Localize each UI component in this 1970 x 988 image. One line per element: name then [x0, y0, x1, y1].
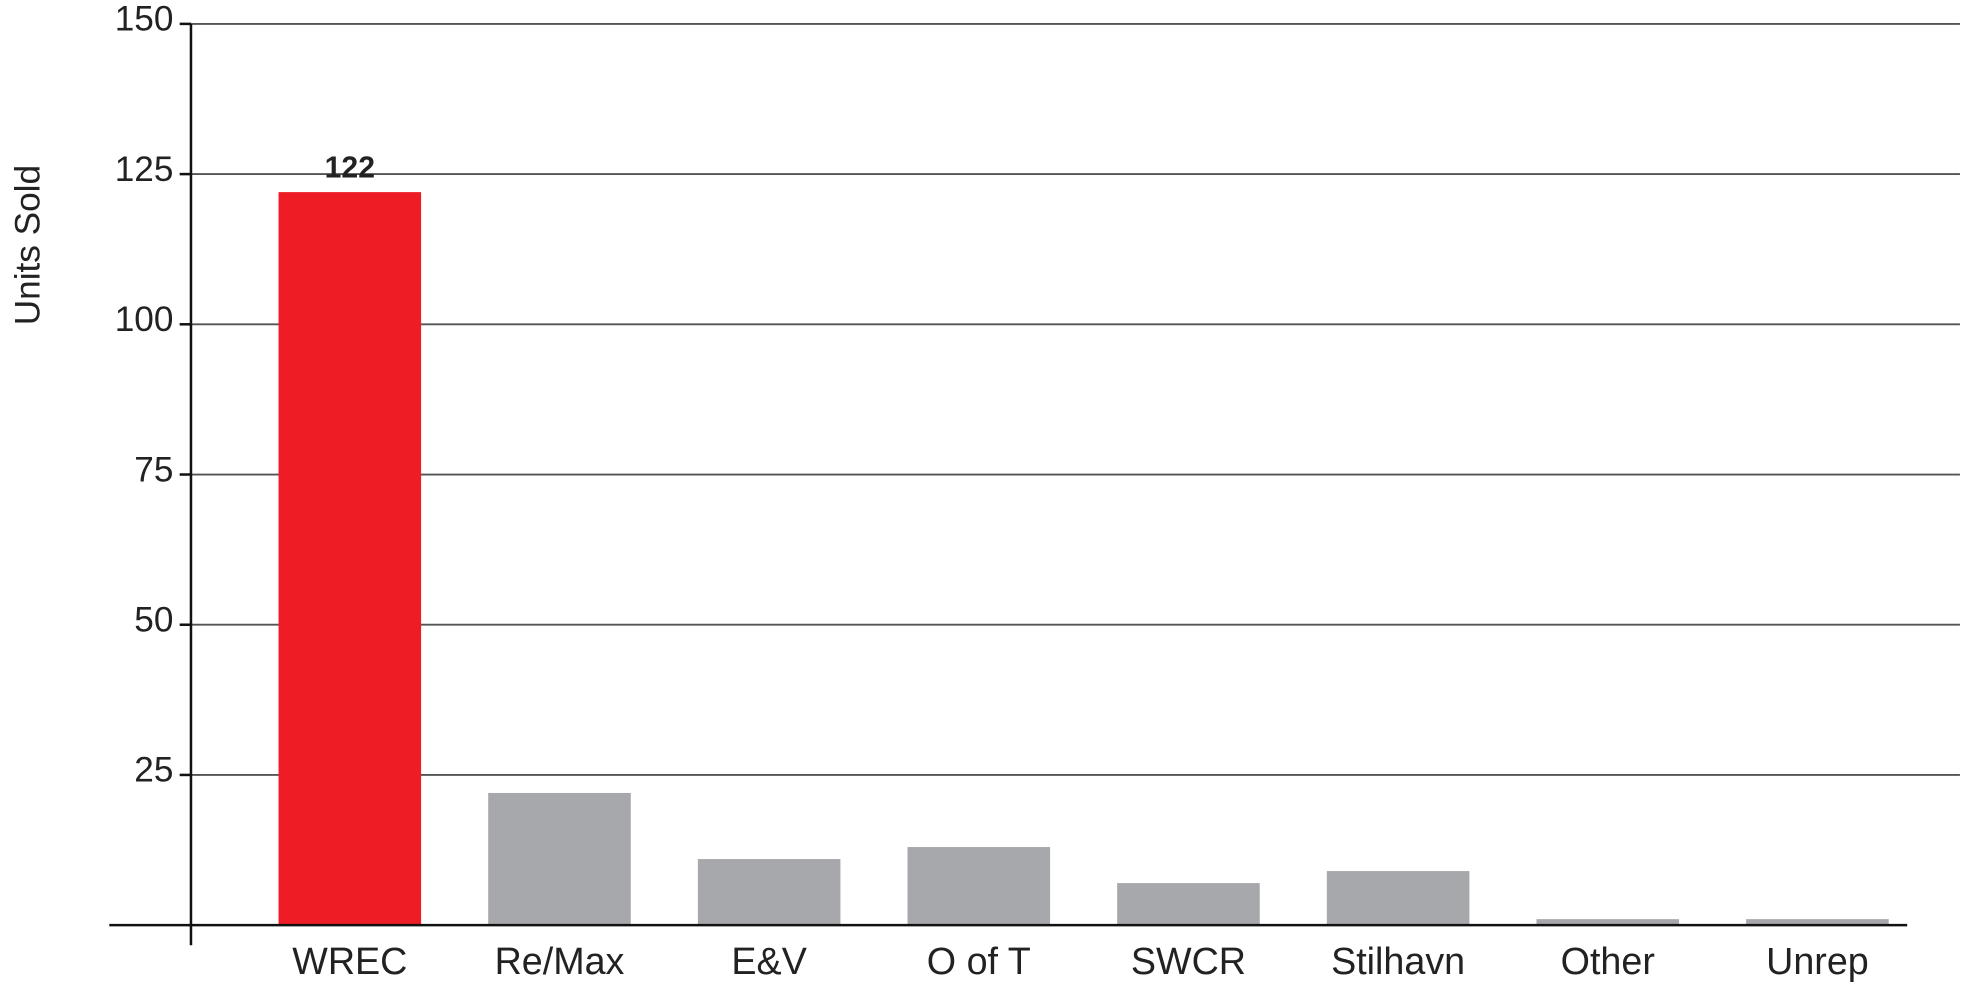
x-tick-label: E&V: [731, 940, 806, 982]
bar: [1746, 919, 1889, 926]
x-tick-label: O of T: [927, 940, 1031, 982]
y-tick-label: 125: [115, 150, 174, 189]
y-tick-label: 100: [115, 300, 174, 339]
x-tick-label: WREC: [292, 940, 407, 982]
bar: [907, 847, 1051, 926]
x-tick-label: Other: [1561, 940, 1655, 982]
y-tick-label: 150: [115, 0, 174, 39]
y-tick-label: 50: [134, 601, 173, 640]
x-tick-label: Stilhavn: [1331, 940, 1465, 982]
bar: [488, 792, 631, 926]
y-tick-label: 25: [134, 751, 173, 790]
data-label: 122: [325, 151, 375, 184]
bar: [1326, 871, 1470, 926]
bar: [1536, 919, 1680, 926]
y-axis-title: Units Sold: [8, 165, 47, 325]
x-tick-label: SWCR: [1131, 940, 1246, 982]
x-tick-label: Unrep: [1766, 940, 1869, 982]
x-tick-label: Re/Max: [495, 940, 625, 982]
y-tick-label: 75: [134, 450, 173, 489]
bar: [1117, 883, 1260, 926]
bar: [278, 192, 422, 926]
bar: [697, 859, 841, 926]
